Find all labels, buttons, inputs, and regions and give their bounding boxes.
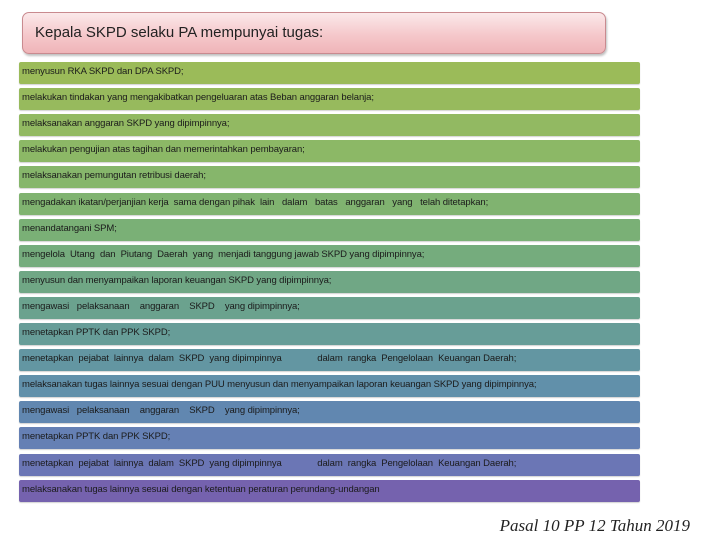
page-title: Kepala SKPD selaku PA mempunyai tugas:: [35, 24, 324, 41]
task-item-text: melakukan tindakan yang mengakibatkan pe…: [22, 92, 374, 104]
task-item: melakukan tindakan yang mengakibatkan pe…: [19, 88, 640, 111]
task-item-text: melaksanakan tugas lainnya sesuai dengan…: [22, 483, 380, 495]
task-item: mengelola Utang dan Piutang Daerah yang …: [19, 244, 640, 267]
task-item: melakukan pengujian atas tagihan dan mem…: [19, 140, 640, 163]
task-item: menetapkan pejabat lainnya dalam SKPD ya…: [19, 349, 640, 372]
task-item-text: mengelola Utang dan Piutang Daerah yang …: [22, 248, 425, 260]
task-item-text: menandatangani SPM;: [22, 222, 117, 234]
task-item: mengawasi pelaksanaan anggaran SKPD yang…: [19, 401, 640, 424]
task-item-text: mengawasi pelaksanaan anggaran SKPD yang…: [22, 405, 300, 417]
task-item-text: menetapkan pejabat lainnya dalam SKPD ya…: [22, 457, 517, 469]
task-item: melaksanakan tugas lainnya sesuai dengan…: [19, 375, 640, 398]
task-item: menetapkan pejabat lainnya dalam SKPD ya…: [19, 453, 640, 476]
task-item-text: mengawasi pelaksanaan anggaran SKPD yang…: [22, 300, 300, 312]
task-item-text: menetapkan PPTK dan PPK SKPD;: [22, 431, 171, 443]
task-item: mengadakan ikatan/perjanjian kerja sama …: [19, 192, 640, 215]
task-item-text: menetapkan PPTK dan PPK SKPD;: [22, 327, 171, 338]
task-item-text: melaksanakan tugas lainnya sesuai dengan…: [22, 379, 537, 391]
task-item-text: melaksanakan pemungutan retribusi daerah…: [22, 170, 206, 182]
task-item: mengawasi pelaksanaan anggaran SKPD yang…: [19, 296, 640, 319]
title-box: Kepala SKPD selaku PA mempunyai tugas:: [22, 12, 606, 54]
task-item: melaksanakan anggaran SKPD yang dipimpin…: [19, 114, 640, 137]
task-item: melaksanakan tugas lainnya sesuai dengan…: [19, 479, 640, 502]
task-item-text: menetapkan pejabat lainnya dalam SKPD ya…: [22, 353, 517, 365]
task-item: menetapkan PPTK dan PPK SKPD;: [19, 323, 640, 345]
task-item: melaksanakan pemungutan retribusi daerah…: [19, 166, 640, 189]
task-item-text: melaksanakan anggaran SKPD yang dipimpin…: [22, 118, 230, 130]
task-item-text: mengadakan ikatan/perjanjian kerja sama …: [22, 196, 489, 208]
task-item-text: menyusun RKA SKPD dan DPA SKPD;: [22, 66, 184, 77]
task-item-text: menyusun dan menyampaikan laporan keuang…: [22, 274, 332, 286]
task-item: menyusun dan menyampaikan laporan keuang…: [19, 270, 640, 293]
task-item: menandatangani SPM;: [19, 218, 640, 241]
task-item: menetapkan PPTK dan PPK SKPD;: [19, 427, 640, 450]
source-caption: Pasal 10 PP 12 Tahun 2019: [499, 516, 690, 535]
task-item-text: melakukan pengujian atas tagihan dan mem…: [22, 144, 305, 156]
task-item: menyusun RKA SKPD dan DPA SKPD;: [19, 62, 640, 84]
